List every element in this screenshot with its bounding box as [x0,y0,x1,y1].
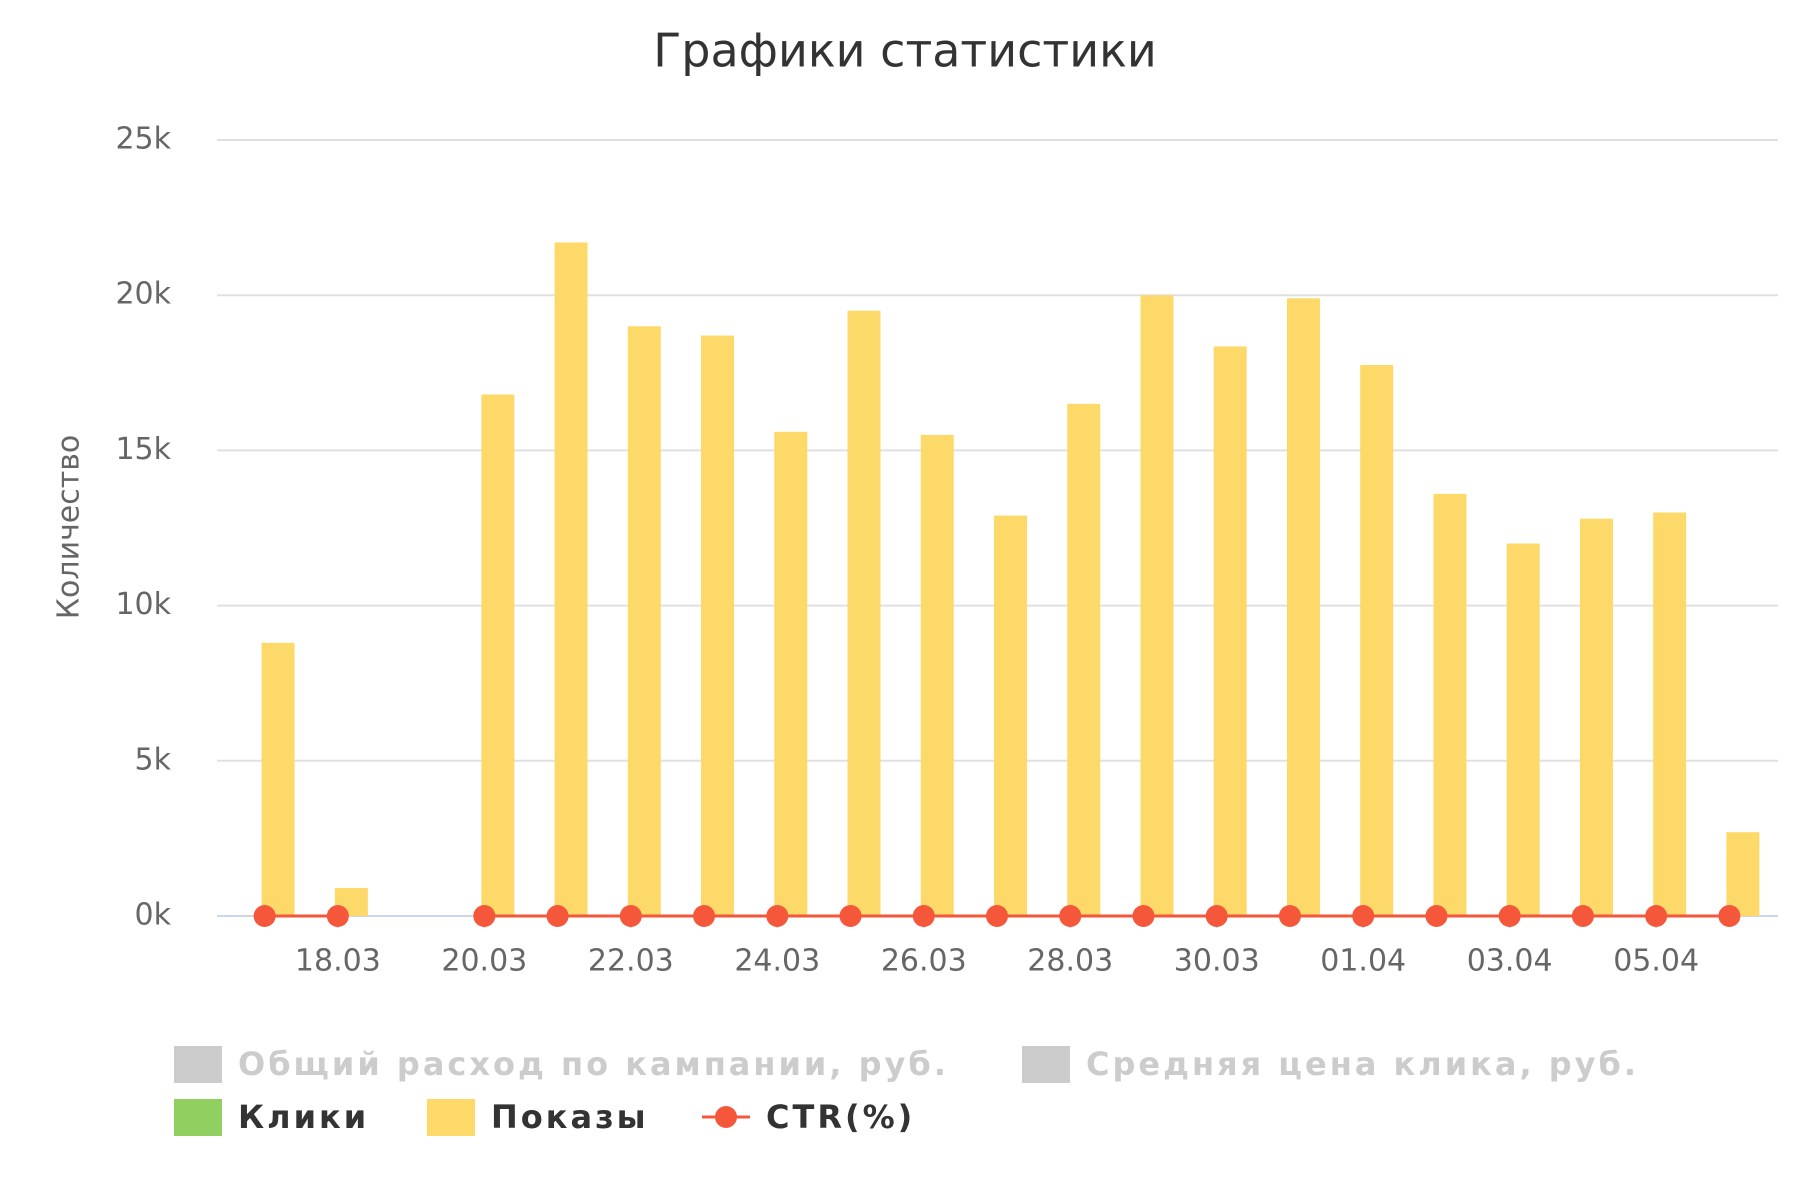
bar [774,431,808,916]
legend-swatch [1022,1046,1070,1083]
line-marker [546,905,569,927]
line-marker [1059,905,1082,927]
x-tick-label: 01.04 [1320,944,1406,979]
y-tick-label: 15k [115,432,171,467]
bar [1067,403,1101,917]
x-tick-label: 18.03 [295,944,381,979]
bar [1286,298,1320,917]
legend-item[interactable]: CTR(%) [766,1098,915,1136]
x-tick-label: 26.03 [881,944,967,979]
legend-item[interactable]: Показы [491,1098,649,1136]
bar [994,515,1027,916]
x-tick-label: 24.03 [734,944,820,979]
bar [1213,346,1247,916]
line-marker [473,905,496,927]
line-marker [766,905,789,927]
line-marker [1571,905,1594,927]
legend-swatch [174,1099,222,1136]
x-tick-label: 28.03 [1027,944,1113,979]
bar [1360,365,1394,916]
bar [627,326,661,916]
x-tick-label: 22.03 [588,944,674,979]
x-tick-label: 05.04 [1613,944,1699,979]
legend-swatch [715,1106,737,1128]
bar [1579,518,1613,916]
bar [1433,493,1467,916]
y-axis-label: Количество [52,435,87,620]
line-marker [912,905,935,927]
legend-item[interactable]: Общий расход по кампании, руб. [238,1045,949,1083]
line-marker [1498,905,1521,927]
legend-swatch [174,1046,222,1083]
bar [920,434,954,916]
line-marker [1425,905,1448,927]
bar [1140,295,1174,916]
bar [554,242,588,916]
line-marker [986,905,1008,927]
bar [481,394,515,916]
line-marker [1205,905,1228,927]
line-marker [619,905,642,927]
y-tick-label: 5k [135,742,172,777]
line-marker [326,905,349,927]
line-marker [1132,905,1155,927]
bar [701,335,735,916]
line-marker [1718,905,1741,927]
line-marker [839,905,862,927]
line-marker [1352,905,1375,927]
x-tick-label: 30.03 [1174,944,1260,979]
y-tick-label: 0k [135,898,172,933]
y-tick-label: 25k [115,122,171,157]
x-tick-label: 03.04 [1467,944,1553,979]
legend-item[interactable]: Средняя цена клика, руб. [1086,1045,1639,1083]
line-marker [1645,905,1668,927]
bar [1506,543,1540,916]
line-marker [693,905,716,927]
bar [261,642,295,916]
legend-swatch [427,1099,475,1136]
y-tick-label: 10k [115,587,171,622]
line-marker [1278,905,1301,927]
line-marker [253,905,276,927]
x-tick-label: 20.03 [441,944,527,979]
y-tick-label: 20k [115,277,171,312]
chart-title: Графики статистики [653,24,1157,78]
bar [1653,512,1687,916]
bar [1726,832,1760,916]
legend-item[interactable]: Клики [238,1098,369,1136]
bar [847,310,881,917]
